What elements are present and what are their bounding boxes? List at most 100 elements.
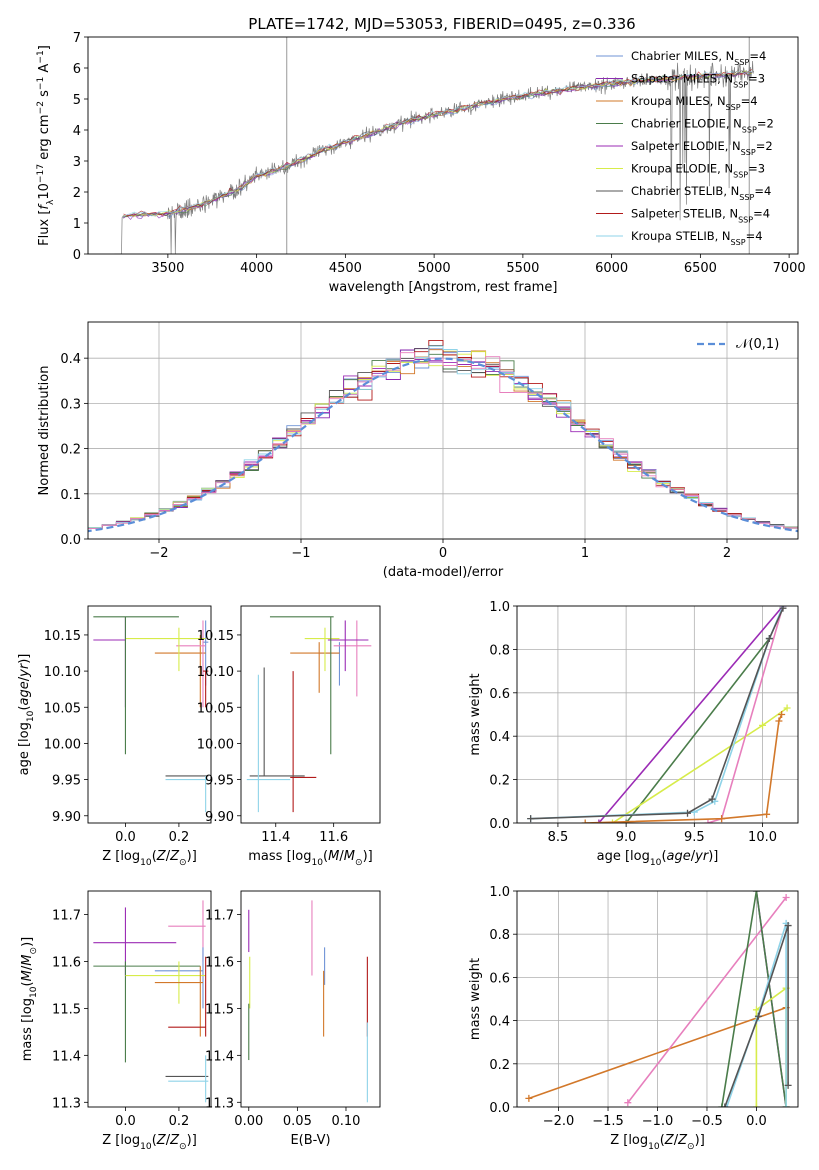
y-tick-label: 7: [73, 31, 81, 46]
mass-weight-line: [585, 714, 783, 823]
y-tick-label: 0.0: [489, 817, 510, 832]
mass-weight-marker: [721, 1103, 729, 1107]
y-tick-label: 3: [73, 155, 81, 170]
mass-weight-line: [530, 607, 784, 820]
x-axis-label: wavelength [Angstrom, rest frame]: [329, 280, 558, 295]
y-tick-label: 10.00: [44, 737, 81, 752]
mass-weight-line: [530, 606, 784, 820]
y-tick-label: 9.90: [205, 810, 234, 825]
y-axis-label: mass weight: [468, 673, 483, 755]
mass-weight-line: [528, 1006, 787, 1100]
y-tick-label: 10.00: [197, 737, 234, 752]
y-tick-label: 1.0: [489, 600, 510, 615]
y-tick-label: 10.15: [197, 629, 234, 644]
y-tick-label: 10.15: [44, 629, 81, 644]
y-tick-label: 0.8: [489, 643, 510, 658]
x-tick-label: 4500: [329, 261, 362, 276]
x-tick-label: 5000: [418, 261, 451, 276]
x-tick-label: 0.0: [746, 1114, 767, 1129]
y-axis-label: age [log10(age/yr)]: [17, 654, 36, 776]
mass-weight-marker: [784, 922, 792, 930]
x-tick-label: 0.00: [234, 1114, 263, 1129]
y-tick-label: 11.3: [205, 1096, 234, 1111]
mass-weight-marker: [782, 1103, 790, 1107]
x-tick-label: 10.0: [748, 830, 777, 845]
mass-weight-marker: [622, 819, 630, 823]
plot-area: [93, 616, 209, 813]
y-axis-label: Flux [fλ10−17 erg cm−2 s−1 A−1]: [36, 45, 56, 246]
data-spectrum: [114, 60, 754, 254]
y-tick-label: 1: [73, 217, 81, 232]
legend-label: Chabrier MILES, NSSP=4: [631, 49, 766, 67]
panel-4: 8.5 9.0 9.5 10.0 0.0 0.2 0.4 0.6 0.8 1.0 age [log1…: [468, 600, 799, 868]
x-tick-label: −1: [291, 546, 310, 561]
x-axis-label: Z [log10(Z/Z⊙)]: [610, 1133, 705, 1152]
x-tick-label: −2.0: [543, 1114, 575, 1129]
y-tick-label: 9.95: [52, 774, 81, 789]
mass-weight-line: [724, 925, 789, 1107]
mass-weight-marker: [718, 815, 726, 823]
legend-label: Salpeter ELODIE, NSSP=2: [631, 139, 773, 157]
y-tick-label: 2: [73, 186, 81, 201]
model-line: [123, 69, 753, 216]
x-tick-label: 9.5: [684, 830, 705, 845]
x-tick-label: 0.10: [332, 1114, 361, 1129]
mass-weight-marker: [708, 795, 716, 803]
y-tick-label: 10.05: [44, 701, 81, 716]
y-tick-label: 6: [73, 62, 81, 77]
plot-area: [114, 37, 754, 254]
legend-label: Salpeter MILES, NSSP=3: [631, 72, 765, 90]
y-tick-label: 11.5: [205, 1002, 234, 1017]
y-tick-label: 0.8: [489, 928, 510, 943]
panel-6: 0.00 0.05 0.10 11.3 11.4 11.5 11.6 11.7 E(B-V): [205, 890, 381, 1148]
mass-weight-marker: [752, 891, 760, 895]
legend-label: Kroupa MILES, NSSP=4: [631, 94, 758, 112]
mass-weight-marker: [704, 819, 712, 823]
mass-weight-marker: [763, 810, 771, 818]
x-tick-label: 3500: [151, 261, 184, 276]
panel-1: −2 −1 0 1 2 0.0 0.1 0.2 0.3 0.4 𝒩(0,1) (data-model)…: [37, 321, 799, 580]
x-axis-label: E(B-V): [290, 1133, 330, 1148]
y-tick-label: 0.1: [60, 488, 81, 503]
mass-weight-marker: [718, 1103, 726, 1107]
mass-weight-marker: [595, 819, 603, 823]
y-tick-label: 9.90: [52, 810, 81, 825]
y-axis-label: mass [log10(M/M⊙)]: [20, 937, 39, 1061]
x-tick-label: −0.5: [691, 1114, 723, 1129]
x-tick-label: 0.0: [115, 830, 136, 845]
y-tick-label: 0.4: [60, 352, 81, 367]
x-tick-label: 2: [723, 546, 731, 561]
y-tick-label: 10.10: [44, 665, 81, 680]
y-tick-label: 0.2: [60, 443, 81, 458]
y-tick-label: 11.4: [205, 1049, 234, 1064]
legend: 𝒩(0,1): [697, 337, 779, 352]
panel-3: 11.4 11.6 9.90 9.95 10.00 10.05 10.10 10.15 mass…: [197, 605, 381, 868]
x-tick-label: 6000: [595, 261, 628, 276]
axes-frame: [240, 605, 381, 824]
mass-weight-marker: [752, 1103, 760, 1107]
x-tick-label: 0.2: [169, 830, 190, 845]
x-axis-label: Z [log10(Z/Z⊙)]: [102, 849, 197, 868]
y-tick-label: 9.95: [205, 774, 234, 789]
y-tick-label: 0.4: [489, 730, 510, 745]
x-axis-label: age [log10(age/yr)]: [597, 849, 719, 868]
mass-weight-marker: [723, 1103, 731, 1107]
x-tick-label: 11.6: [319, 830, 348, 845]
x-tick-label: −1.5: [592, 1114, 624, 1129]
axes-frame: [87, 36, 799, 255]
mass-weight-marker: [782, 893, 790, 901]
plot-area: [248, 900, 368, 1103]
mass-weight-marker: [775, 717, 783, 725]
x-tick-label: 9.0: [616, 830, 637, 845]
mass-weight-marker: [608, 819, 616, 823]
mass-weight-line: [625, 638, 771, 823]
x-tick-label: 11.4: [261, 830, 290, 845]
axes-frame: [87, 321, 799, 540]
mass-weight-marker: [784, 1081, 792, 1089]
x-tick-label: 1: [581, 546, 589, 561]
legend-label: Kroupa ELODIE, NSSP=3: [631, 162, 765, 180]
legend-label: Salpeter STELIB, NSSP=4: [631, 207, 770, 225]
y-tick-label: 0: [73, 248, 81, 263]
x-axis-label: Z [log10(Z/Z⊙)]: [102, 1133, 197, 1152]
